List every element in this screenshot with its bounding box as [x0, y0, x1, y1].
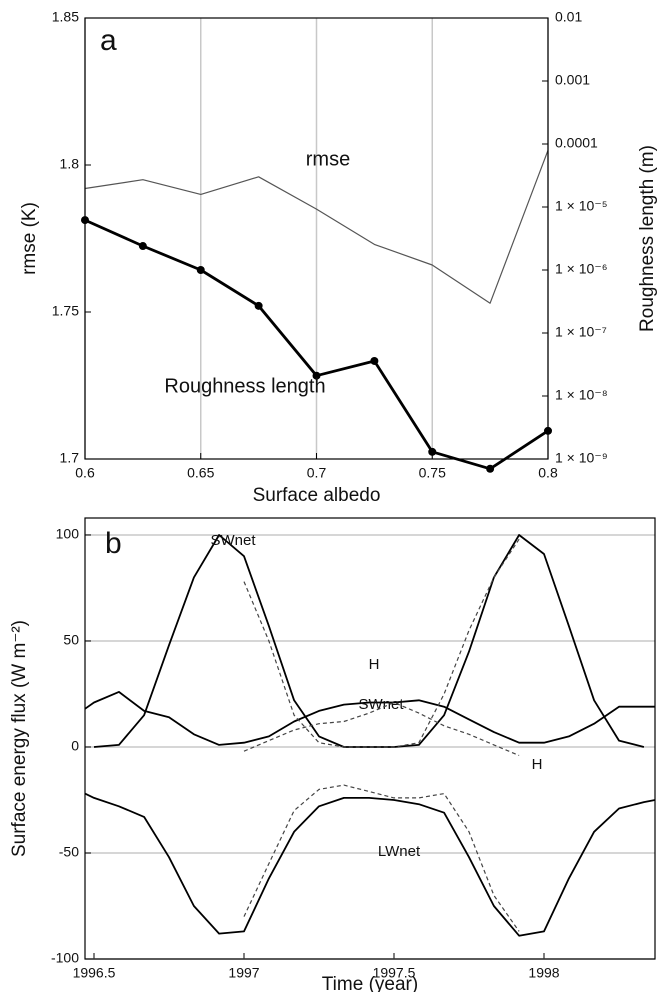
y2-tick-label: 1 × 10⁻⁸ — [555, 387, 608, 403]
data-point — [486, 464, 495, 473]
y-tick-label: 0 — [71, 738, 79, 754]
series-line — [243, 784, 520, 932]
y-tick-label: 1.75 — [52, 303, 79, 319]
y2-tick-label: 1 × 10⁻⁵ — [555, 198, 608, 214]
data-point — [428, 447, 437, 456]
y-tick-label: 1.7 — [60, 450, 80, 466]
x-tick-label: 1997.5 — [373, 965, 416, 981]
y2-tick-label: 0.01 — [555, 9, 582, 25]
y2-tick-label: 0.001 — [555, 72, 590, 88]
plot-frame — [84, 517, 656, 960]
series-line — [84, 691, 655, 746]
y2-tick-label: 1 × 10⁻⁷ — [555, 324, 607, 340]
data-point — [312, 371, 321, 380]
y2-tick-label: 1 × 10⁻⁶ — [555, 261, 607, 277]
y2-axis-label: Roughness length (m) — [637, 145, 658, 332]
series-line — [84, 150, 549, 304]
series-line — [243, 538, 520, 748]
y-tick-label: 1.85 — [52, 9, 79, 25]
panel-label: b — [105, 527, 122, 560]
y-tick-label: -50 — [59, 844, 79, 860]
panel-label: a — [100, 24, 117, 57]
x-tick-label: 0.8 — [538, 465, 558, 481]
data-point — [138, 242, 147, 251]
x-tick-label: 0.6 — [75, 465, 95, 481]
series-line — [93, 534, 645, 748]
x-tick-label: 1998 — [528, 965, 559, 981]
x-tick-label: 1997 — [228, 965, 259, 981]
series-label: H — [369, 656, 380, 673]
x-tick-label: 0.75 — [419, 465, 446, 481]
y-tick-label: 1.8 — [60, 156, 80, 172]
data-point — [196, 266, 205, 274]
series-label: SWnet — [358, 696, 404, 713]
series-label: rmse — [306, 148, 350, 170]
plot-frame — [84, 17, 549, 460]
y-axis-label: rmse (K) — [19, 202, 40, 275]
y2-tick-label: 0.0001 — [555, 135, 598, 151]
y-axis-label: Surface energy flux (W m⁻²) — [9, 620, 30, 857]
data-point — [370, 356, 379, 365]
series-label: LWnet — [378, 843, 421, 860]
x-tick-label: 1996.5 — [73, 965, 116, 981]
y-tick-label: 50 — [63, 632, 79, 648]
data-point — [254, 301, 263, 310]
x-tick-label: 0.7 — [307, 465, 327, 481]
series-line — [84, 792, 656, 937]
y-tick-label: -100 — [51, 950, 79, 966]
x-axis-label: Time (year) — [322, 974, 418, 992]
series-label: Roughness length — [164, 375, 325, 397]
series-label: H — [532, 756, 543, 773]
y-tick-label: 100 — [56, 526, 80, 542]
series-line — [243, 701, 520, 757]
series-label: SWnet — [210, 532, 256, 549]
x-tick-label: 0.65 — [187, 465, 214, 481]
y2-tick-label: 1 × 10⁻⁹ — [555, 450, 608, 466]
x-axis-label: Surface albedo — [253, 485, 381, 506]
